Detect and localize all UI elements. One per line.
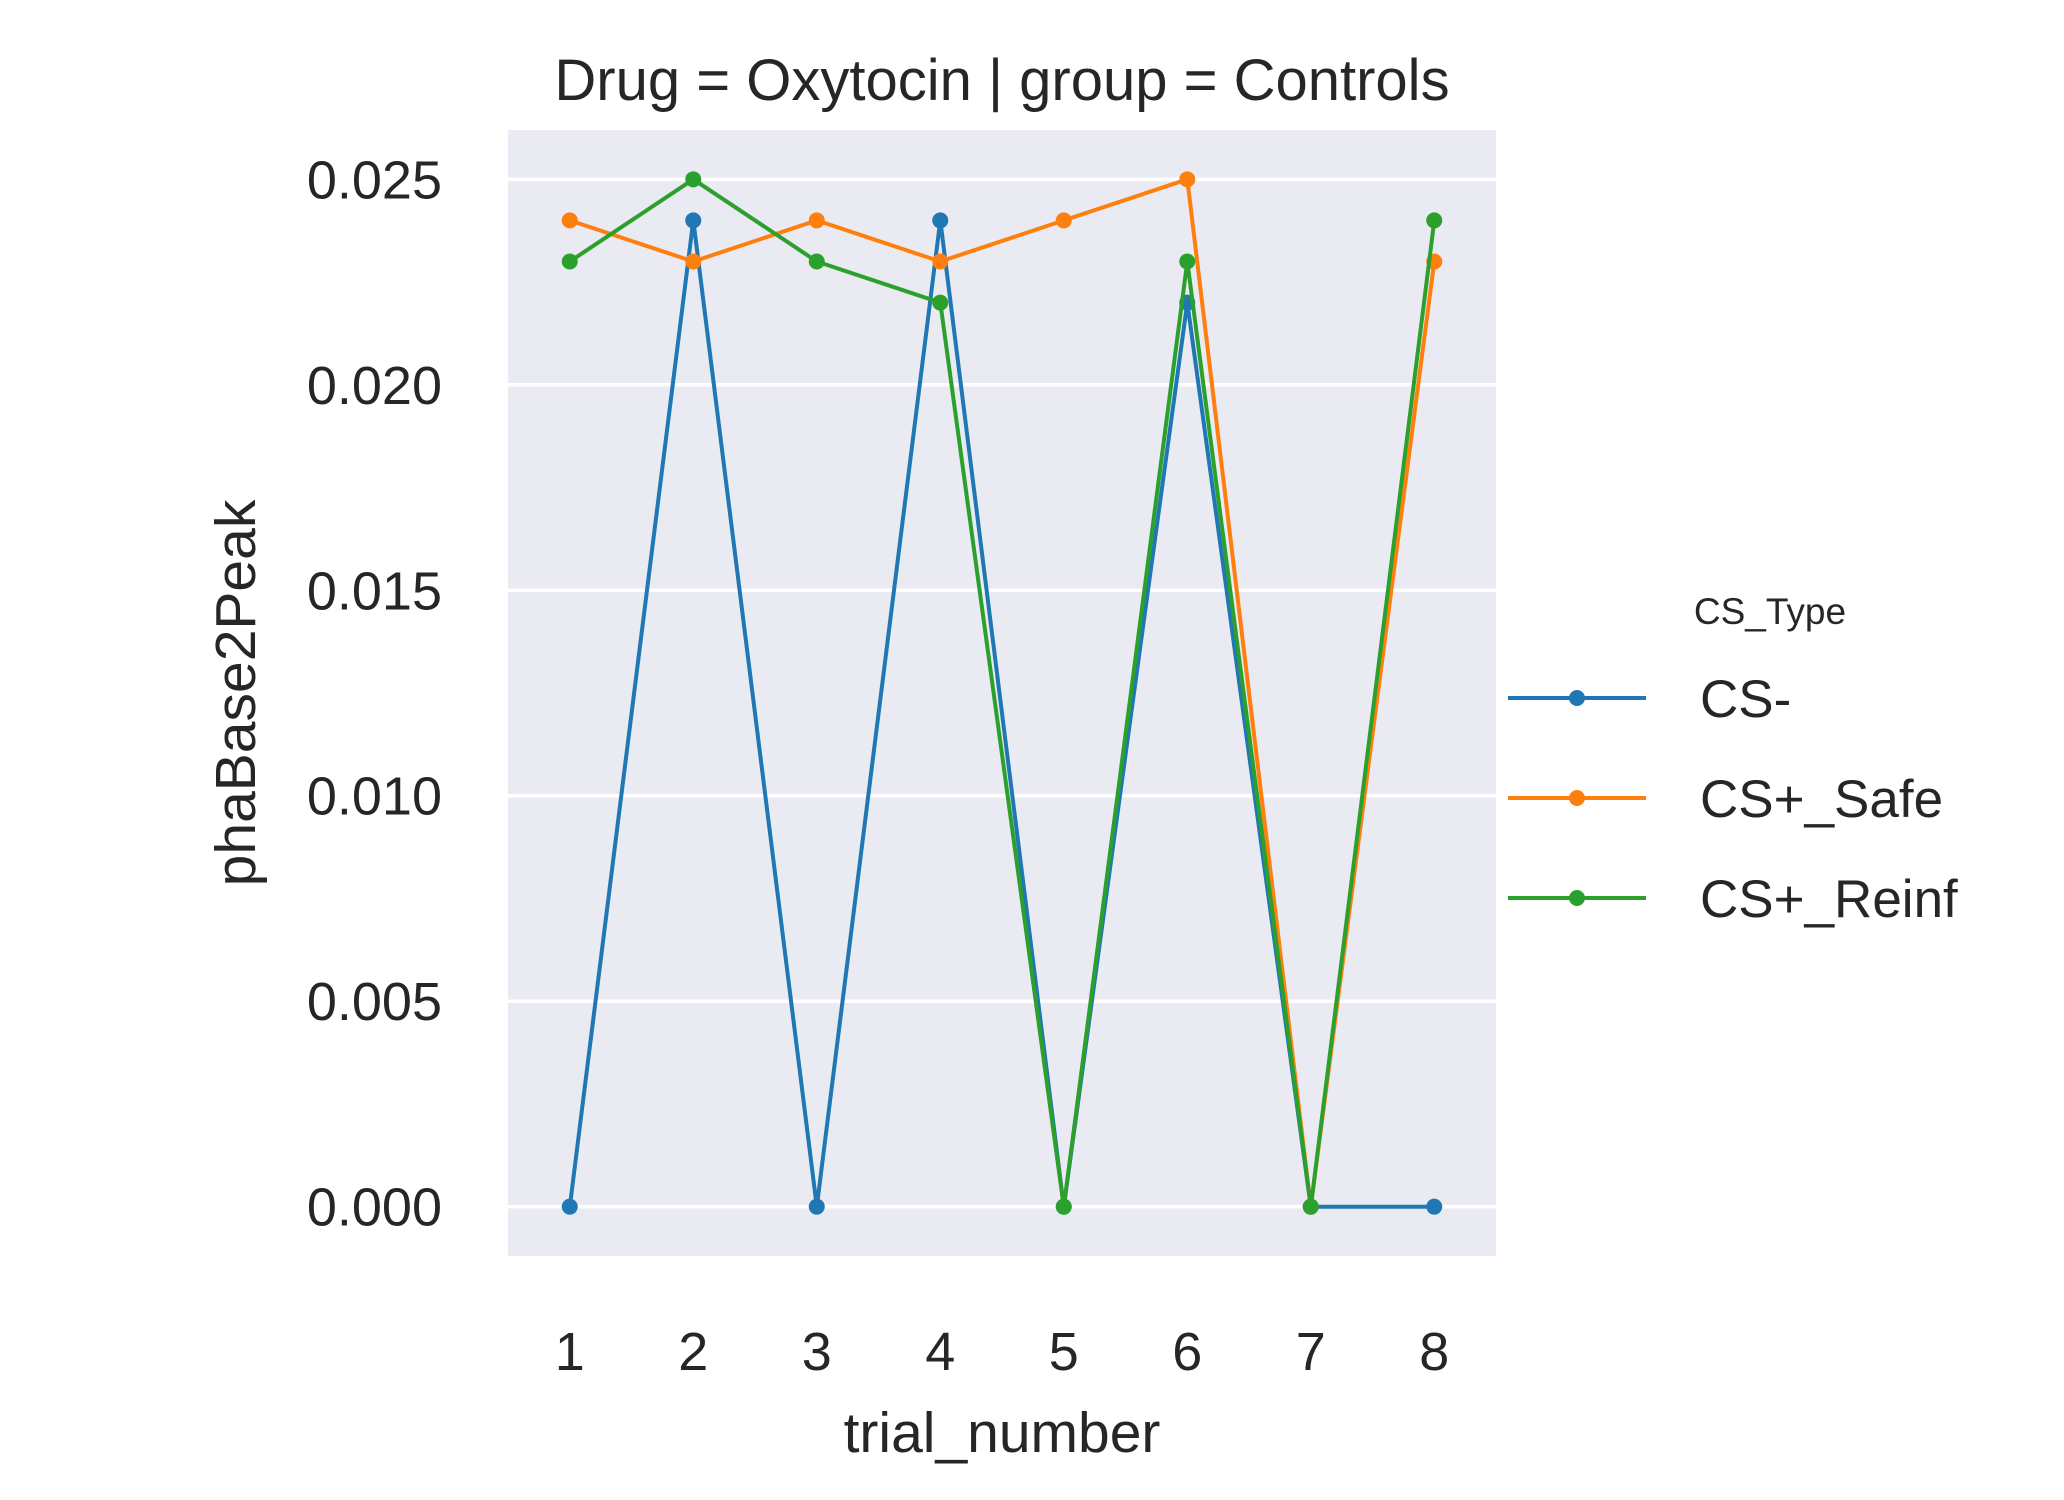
y-tick-labels: 0.000 0.005 0.010 0.015 0.020 0.025 bbox=[307, 150, 442, 1237]
legend-marker bbox=[1569, 790, 1585, 806]
y-tick-label: 0.015 bbox=[307, 561, 442, 621]
data-point bbox=[1179, 253, 1196, 270]
data-point bbox=[685, 171, 702, 188]
data-point bbox=[561, 253, 578, 270]
legend-item: CS+_Reinf bbox=[1508, 870, 1958, 929]
legend-marker bbox=[1569, 690, 1585, 706]
y-tick-label: 0.010 bbox=[307, 767, 442, 827]
legend-label: CS+_Reinf bbox=[1700, 870, 1958, 929]
legend-marker bbox=[1569, 890, 1585, 906]
x-tick-label: 7 bbox=[1296, 1322, 1326, 1382]
data-point bbox=[932, 294, 949, 311]
data-point bbox=[561, 1198, 578, 1215]
legend-label: CS+_Safe bbox=[1700, 770, 1943, 829]
legend: CS_Type CS- CS+_Safe CS+_Reinf bbox=[1508, 591, 1958, 929]
data-point bbox=[561, 212, 578, 229]
x-tick-label: 5 bbox=[1049, 1322, 1079, 1382]
x-tick-label: 6 bbox=[1172, 1322, 1202, 1382]
data-point bbox=[932, 253, 949, 270]
data-point bbox=[685, 253, 702, 270]
data-point bbox=[1426, 1198, 1443, 1215]
data-point bbox=[808, 212, 825, 229]
series-line bbox=[568, 177, 1437, 1209]
x-axis-label: trial_number bbox=[844, 1401, 1161, 1465]
data-point bbox=[685, 212, 702, 229]
data-point bbox=[808, 1198, 825, 1215]
x-tick-label: 3 bbox=[802, 1322, 832, 1382]
x-tick-labels: 1 2 3 4 5 6 7 8 bbox=[555, 1322, 1450, 1382]
x-tick-label: 4 bbox=[925, 1322, 955, 1382]
data-point bbox=[1055, 1198, 1072, 1215]
data-point bbox=[808, 253, 825, 270]
data-point bbox=[1426, 212, 1443, 229]
series-lines bbox=[561, 171, 1443, 1215]
data-point bbox=[932, 212, 949, 229]
legend-label: CS- bbox=[1700, 670, 1791, 729]
y-tick-label: 0.000 bbox=[307, 1178, 442, 1238]
legend-item: CS- bbox=[1508, 670, 1791, 729]
y-tick-label: 0.025 bbox=[307, 150, 442, 210]
legend-item: CS+_Safe bbox=[1508, 770, 1943, 829]
plot-area bbox=[508, 130, 1496, 1256]
x-tick-label: 2 bbox=[678, 1322, 708, 1382]
data-point bbox=[1302, 1198, 1319, 1215]
y-tick-label: 0.005 bbox=[307, 972, 442, 1032]
y-tick-label: 0.020 bbox=[307, 356, 442, 416]
data-point bbox=[1179, 171, 1196, 188]
chart-title: Drug = Oxytocin | group = Controls bbox=[554, 48, 1449, 113]
legend-title: CS_Type bbox=[1694, 591, 1846, 632]
x-tick-label: 1 bbox=[555, 1322, 585, 1382]
y-axis-label: phaBase2Peak bbox=[204, 499, 268, 886]
data-point bbox=[1055, 212, 1072, 229]
series-3 bbox=[561, 171, 1443, 1215]
x-tick-label: 8 bbox=[1419, 1322, 1449, 1382]
